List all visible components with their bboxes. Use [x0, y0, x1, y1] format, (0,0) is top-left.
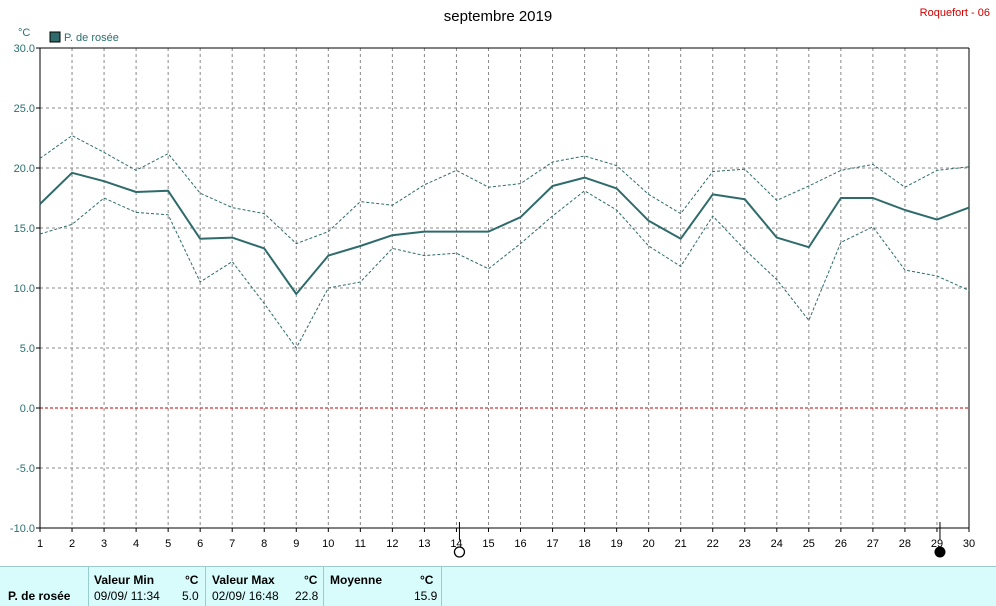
- y-tick-label: -10.0: [10, 523, 35, 535]
- y-tick-label: 20.0: [14, 163, 35, 175]
- stats-max-date: 02/09/ 16:48: [212, 589, 279, 603]
- x-tick-label: 17: [546, 538, 558, 550]
- stats-max-unit: °C: [304, 573, 318, 587]
- dewpoint-line: [39, 171, 970, 295]
- stats-series-label: P. de rosée: [8, 589, 71, 603]
- x-tick-label: 16: [514, 538, 526, 550]
- stats-table: P. de rosée Valeur Min °C 09/09/ 11:34 5…: [0, 566, 996, 606]
- stats-divider: [323, 567, 324, 606]
- x-tick-label: 10: [322, 538, 334, 550]
- moon-markers: [453, 522, 946, 558]
- x-tick-label: 4: [133, 538, 139, 550]
- y-tick-label: -5.0: [16, 463, 35, 475]
- stats-min-date: 09/09/ 11:34: [94, 589, 160, 603]
- x-tick-label: 21: [675, 538, 687, 550]
- x-tick-label: 1: [37, 538, 43, 550]
- legend-label: P. de rosée: [64, 32, 119, 44]
- full-moon-icon: [453, 546, 466, 558]
- stats-avg-value: 15.9: [414, 589, 438, 603]
- legend-swatch: [49, 31, 61, 43]
- x-tick-label: 2: [69, 538, 75, 550]
- stats-divider: [88, 567, 89, 606]
- stats-min-value: 5.0: [182, 589, 199, 603]
- stats-divider: [205, 567, 206, 606]
- y-tick-label: 30.0: [14, 43, 35, 55]
- y-unit-label: °C: [18, 27, 30, 39]
- x-tick-label: 12: [386, 538, 398, 550]
- chart-title: septembre 2019: [444, 8, 552, 25]
- y-tick-label: 15.0: [14, 223, 35, 235]
- series-lines: [39, 135, 970, 349]
- upper-envelope-line: [39, 135, 970, 245]
- y-tick-label: 5.0: [20, 343, 35, 355]
- x-tick-label: 27: [867, 538, 879, 550]
- x-tick-label: 15: [482, 538, 494, 550]
- stats-divider: [441, 567, 442, 606]
- x-tick-label: 9: [293, 538, 299, 550]
- x-tick-label: 6: [197, 538, 203, 550]
- stats-avg-header: Moyenne: [330, 573, 383, 587]
- station-label: Roquefort - 06: [920, 7, 990, 19]
- x-tick-label: 7: [229, 538, 235, 550]
- x-tick-label: 20: [643, 538, 655, 550]
- x-tick-labels: 1 2 3 4 5 6 7 8 9 10 11 12 13 14 15 16 17 18 19 20 21 22 23 24 2…: [37, 528, 975, 550]
- x-tick-label: 25: [803, 538, 815, 550]
- stats-min-unit: °C: [185, 573, 199, 587]
- x-tick-label: 8: [261, 538, 267, 550]
- x-tick-label: 30: [963, 538, 975, 550]
- lower-envelope-line: [39, 190, 970, 349]
- x-tick-label: 22: [707, 538, 719, 550]
- x-tick-label: 13: [418, 538, 430, 550]
- x-tick-label: 28: [899, 538, 911, 550]
- y-tick-label: 25.0: [14, 103, 35, 115]
- x-tick-label: 3: [101, 538, 107, 550]
- grid: [39, 47, 970, 529]
- x-tick-label: 11: [355, 538, 366, 550]
- y-tick-label: 10.0: [14, 283, 35, 295]
- stats-max-header: Valeur Max: [212, 573, 275, 587]
- stats-avg-unit: °C: [420, 573, 434, 587]
- stats-min-header: Valeur Min: [94, 573, 155, 587]
- x-tick-label: 24: [771, 538, 783, 550]
- y-tick-label: 0.0: [20, 403, 35, 415]
- new-moon-icon: [934, 546, 946, 558]
- x-tick-label: 19: [610, 538, 622, 550]
- x-tick-label: 18: [578, 538, 590, 550]
- y-tick-labels: 30.0 25.0 20.0 15.0 10.0 5.0 0.0 -5.0 -10.0: [10, 43, 40, 535]
- x-tick-label: 5: [165, 538, 171, 550]
- x-tick-label: 23: [739, 538, 751, 550]
- x-tick-label: 26: [835, 538, 847, 550]
- chart: septembre 2019 Roquefort - 06 °C P. de r…: [10, 7, 990, 558]
- stats-max-value: 22.8: [295, 589, 319, 603]
